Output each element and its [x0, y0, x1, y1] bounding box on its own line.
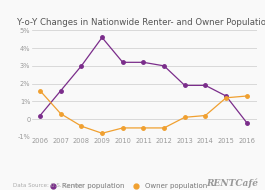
Text: RENTCafé: RENTCafé — [207, 179, 259, 188]
Legend: Renter population, Owner population: Renter population, Owner population — [43, 181, 210, 190]
Title: Y-o-Y Changes in Nationwide Renter- and Owner Population: Y-o-Y Changes in Nationwide Renter- and … — [17, 18, 265, 27]
Text: Data Source: U.S. Census: Data Source: U.S. Census — [13, 183, 83, 188]
